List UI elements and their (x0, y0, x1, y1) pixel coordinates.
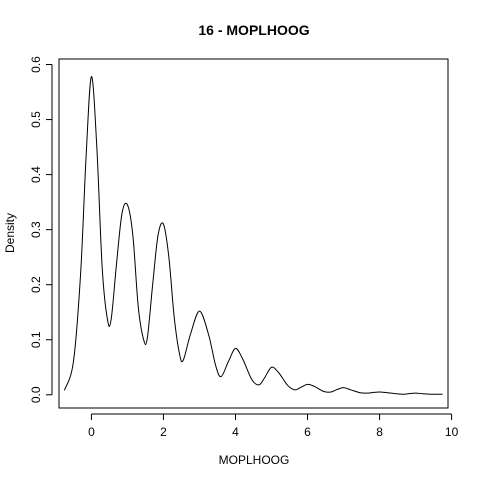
x-tick-label: 6 (304, 425, 311, 439)
y-tick-label: 0.6 (29, 56, 43, 73)
x-tick-label: 4 (232, 425, 239, 439)
x-axis-label: MOPLHOOG (219, 453, 290, 467)
y-tick-label: 0.1 (29, 331, 43, 348)
density-curve (63, 76, 443, 395)
plot-frame (58, 58, 449, 409)
y-tick-label: 0.4 (29, 166, 43, 183)
y-tick-label: 0.3 (29, 221, 43, 238)
x-axis: 0 2 4 6 8 10 (88, 413, 459, 439)
y-tick-label: 0.0 (29, 386, 43, 403)
y-tick-label: 0.5 (29, 111, 43, 128)
x-tick-label: 0 (88, 425, 95, 439)
x-tick-label: 8 (376, 425, 383, 439)
y-tick-label: 0.2 (29, 276, 43, 293)
chart-title: 16 - MOPLHOOG (198, 22, 309, 38)
y-axis: 0.0 0.1 0.2 0.3 0.4 0.5 0.6 (29, 56, 53, 403)
x-tick-label: 10 (445, 425, 459, 439)
x-tick-label: 2 (160, 425, 167, 439)
y-axis-label: Density (3, 213, 17, 253)
